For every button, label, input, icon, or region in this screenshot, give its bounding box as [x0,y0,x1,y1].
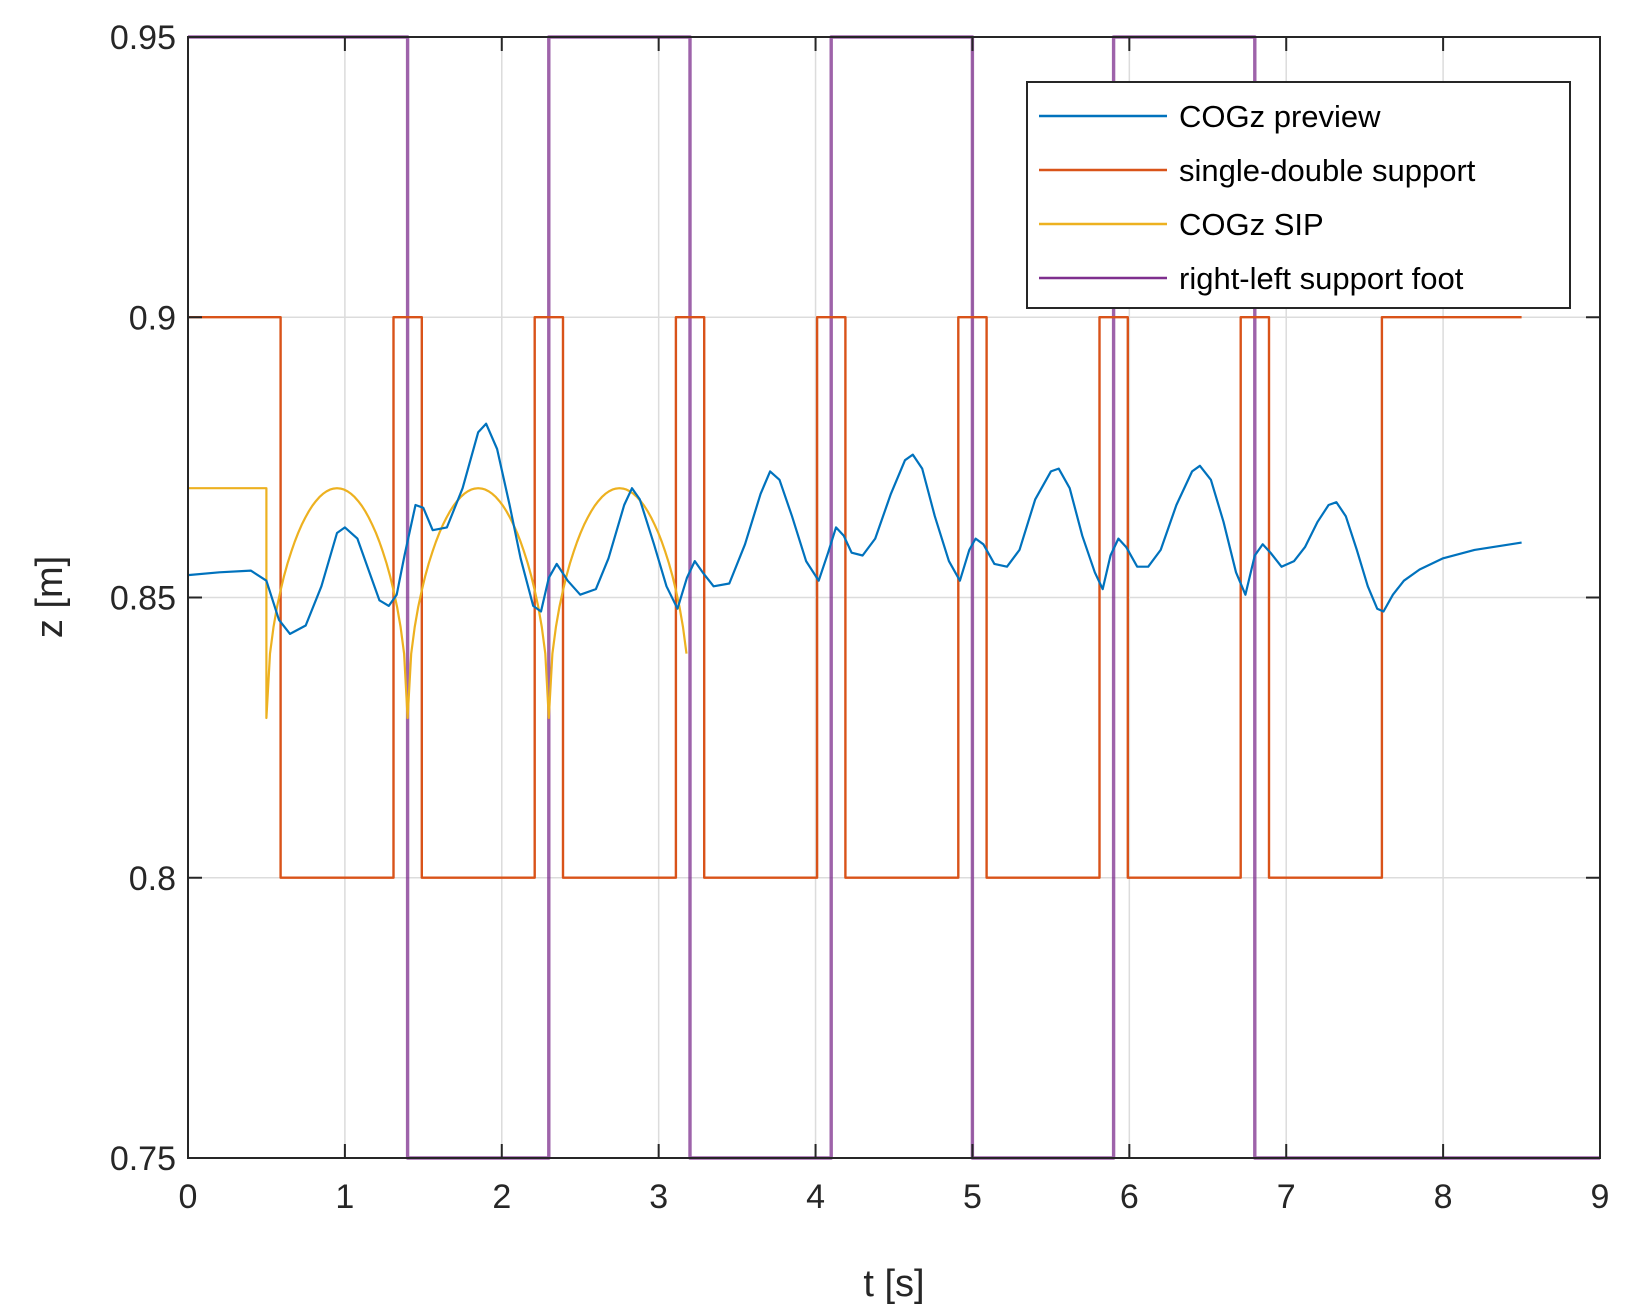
y-tick-label: 0.9 [129,299,176,337]
x-tick-label: 3 [649,1178,668,1216]
x-tick-label: 2 [492,1178,511,1216]
series-cogz-preview [187,422,1522,635]
x-tick-label: 5 [963,1178,982,1216]
x-tick-label: 9 [1591,1178,1610,1216]
y-tick-label: 0.8 [129,860,176,898]
tick-labels: 0 1 2 3 4 5 6 7 8 9 0.75 0.8 0.85 0.9 0.95 [110,19,1610,1216]
y-tick-label: 0.75 [110,1140,176,1178]
legend-label-single-double-support: single-double support [1179,153,1476,188]
x-tick-label: 4 [806,1178,825,1216]
x-axis-label: t [s] [863,1263,924,1305]
legend-label-cogz-preview: COGz preview [1179,99,1381,134]
legend-box [1026,81,1571,309]
y-tick-label: 0.95 [110,19,176,57]
legend-label-right-left-support-foot: right-left support foot [1179,261,1464,296]
x-tick-label: 1 [335,1178,354,1216]
x-tick-label: 0 [179,1178,198,1216]
legend: COGz preview single-double support COGz … [1026,81,1571,309]
y-axis-label: z [m] [29,556,71,638]
ticks [187,36,1601,1159]
y-tick-label: 0.85 [110,580,176,618]
x-tick-label: 8 [1434,1178,1453,1216]
legend-label-cogz-sip: COGz SIP [1179,207,1324,242]
x-tick-label: 7 [1277,1178,1296,1216]
series-single-double-support [188,316,1522,879]
series-cogz-sip [188,487,688,720]
x-tick-label: 6 [1120,1178,1139,1216]
